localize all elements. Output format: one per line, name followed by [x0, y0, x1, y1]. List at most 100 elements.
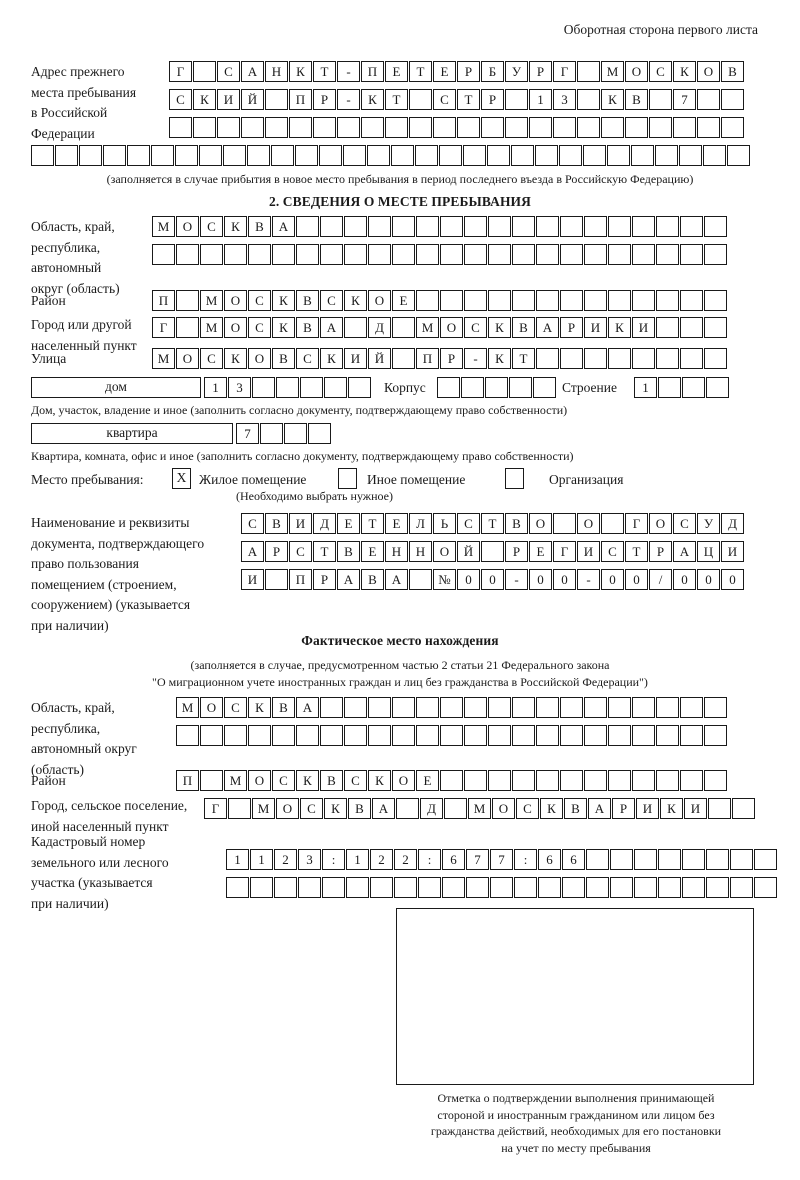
form-cell[interactable] [536, 348, 559, 369]
form-cell[interactable] [706, 849, 729, 870]
form-cell[interactable] [392, 244, 415, 265]
form-cell[interactable] [584, 697, 607, 718]
form-cell[interactable] [248, 244, 271, 265]
form-cell[interactable] [295, 145, 318, 166]
form-cell[interactable]: : [514, 849, 537, 870]
form-cell[interactable] [440, 290, 463, 311]
form-cell[interactable] [55, 145, 78, 166]
form-cell[interactable]: Й [241, 89, 264, 110]
form-cell[interactable]: О [200, 697, 223, 718]
form-cell[interactable]: М [176, 697, 199, 718]
form-cell[interactable]: 1 [250, 849, 273, 870]
form-cell[interactable]: И [584, 317, 607, 338]
form-cell[interactable]: К [193, 89, 216, 110]
form-cell[interactable]: Л [409, 513, 432, 534]
form-cell[interactable] [584, 290, 607, 311]
form-cell[interactable]: С [169, 89, 192, 110]
form-cell[interactable] [721, 117, 744, 138]
form-cell[interactable]: В [265, 513, 288, 534]
form-cell[interactable]: Д [721, 513, 744, 534]
form-cell[interactable] [409, 89, 432, 110]
form-cell[interactable] [583, 145, 606, 166]
form-cell[interactable] [260, 423, 283, 444]
form-cell[interactable] [608, 216, 631, 237]
form-cell[interactable]: С [224, 697, 247, 718]
form-cell[interactable] [296, 216, 319, 237]
form-cell[interactable]: П [289, 89, 312, 110]
form-cell[interactable]: 0 [529, 569, 552, 590]
form-cell[interactable]: Р [612, 798, 635, 819]
form-cell[interactable] [289, 117, 312, 138]
prev-address-row-3[interactable] [169, 117, 744, 138]
form-cell[interactable] [464, 770, 487, 791]
form-cell[interactable] [392, 216, 415, 237]
form-cell[interactable] [649, 117, 672, 138]
form-cell[interactable]: С [248, 290, 271, 311]
form-cell[interactable]: К [324, 798, 347, 819]
form-cell[interactable]: 7 [490, 849, 513, 870]
form-cell[interactable] [200, 770, 223, 791]
form-cell[interactable] [488, 697, 511, 718]
form-cell[interactable] [274, 877, 297, 898]
form-cell[interactable]: Г [152, 317, 175, 338]
form-cell[interactable] [343, 145, 366, 166]
form-cell[interactable]: М [224, 770, 247, 791]
form-cell[interactable] [536, 697, 559, 718]
form-cell[interactable] [337, 117, 360, 138]
form-cell[interactable]: Т [512, 348, 535, 369]
form-cell[interactable] [632, 290, 655, 311]
form-cell[interactable]: Р [440, 348, 463, 369]
form-cell[interactable] [296, 725, 319, 746]
form-cell[interactable]: М [200, 290, 223, 311]
form-cell[interactable] [320, 216, 343, 237]
form-cell[interactable]: С [289, 541, 312, 562]
form-cell[interactable] [409, 117, 432, 138]
form-cell[interactable] [344, 216, 367, 237]
form-cell[interactable] [682, 877, 705, 898]
form-cell[interactable]: Е [385, 61, 408, 82]
form-cell[interactable]: О [276, 798, 299, 819]
form-cell[interactable] [560, 348, 583, 369]
stamp-box[interactable] [396, 908, 754, 1085]
form-cell[interactable] [607, 145, 630, 166]
form-cell[interactable]: В [296, 317, 319, 338]
form-cell[interactable] [391, 145, 414, 166]
form-cell[interactable] [346, 877, 369, 898]
form-cell[interactable] [608, 244, 631, 265]
form-cell[interactable]: 6 [538, 849, 561, 870]
form-cell[interactable]: С [516, 798, 539, 819]
form-cell[interactable] [308, 423, 331, 444]
form-cell[interactable]: В [564, 798, 587, 819]
form-cell[interactable]: К [296, 770, 319, 791]
form-cell[interactable] [265, 569, 288, 590]
form-cell[interactable] [199, 145, 222, 166]
form-cell[interactable] [439, 145, 462, 166]
form-cell[interactable]: Р [529, 61, 552, 82]
form-cell[interactable] [584, 216, 607, 237]
form-cell[interactable]: М [152, 348, 175, 369]
form-cell[interactable] [704, 697, 727, 718]
form-cell[interactable] [680, 317, 703, 338]
form-cell[interactable] [440, 697, 463, 718]
form-cell[interactable]: 0 [625, 569, 648, 590]
form-cell[interactable] [512, 770, 535, 791]
form-cell[interactable] [176, 725, 199, 746]
form-cell[interactable] [409, 569, 432, 590]
form-cell[interactable] [632, 697, 655, 718]
form-cell[interactable] [217, 117, 240, 138]
form-cell[interactable]: О [625, 61, 648, 82]
form-cell[interactable] [31, 145, 54, 166]
form-cell[interactable] [324, 377, 347, 398]
form-cell[interactable]: О [368, 290, 391, 311]
form-cell[interactable]: : [418, 849, 441, 870]
form-cell[interactable]: Д [420, 798, 443, 819]
form-cell[interactable]: Г [553, 61, 576, 82]
form-cell[interactable] [704, 348, 727, 369]
form-cell[interactable] [392, 317, 415, 338]
form-cell[interactable] [368, 697, 391, 718]
form-cell[interactable] [490, 877, 513, 898]
form-cell[interactable]: К [601, 89, 624, 110]
form-cell[interactable]: К [673, 61, 696, 82]
